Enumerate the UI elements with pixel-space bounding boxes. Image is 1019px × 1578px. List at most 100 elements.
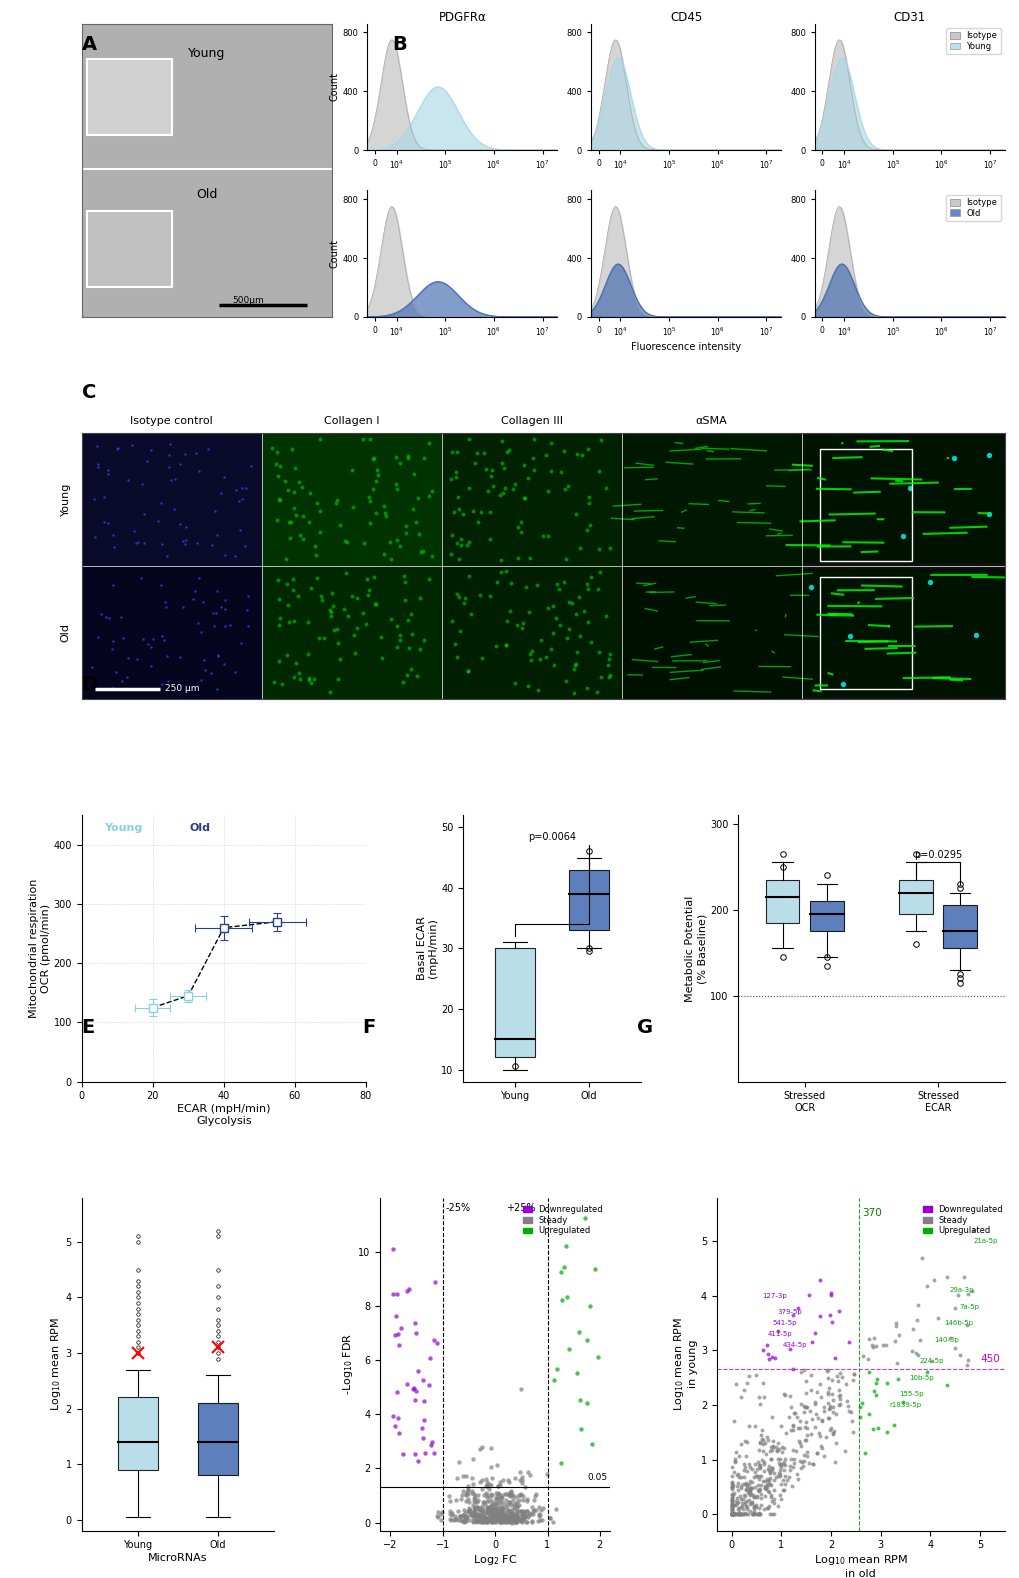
Point — [723, 1501, 740, 1526]
Point — [589, 1344, 605, 1370]
Point — [514, 1502, 530, 1528]
Point — [361, 578, 377, 603]
Point — [812, 1433, 828, 1458]
Point — [451, 1502, 468, 1528]
Point — [311, 426, 327, 451]
Point — [481, 1505, 497, 1531]
Point — [765, 1490, 782, 1515]
Point — [486, 1496, 502, 1521]
Point — [143, 634, 159, 660]
Point — [475, 1498, 491, 1523]
Point — [820, 1376, 837, 1401]
Point — [804, 1452, 820, 1477]
Point — [279, 571, 296, 596]
Point — [480, 1504, 496, 1529]
Point — [196, 647, 212, 672]
Point — [577, 1206, 593, 1231]
Point — [763, 1488, 780, 1513]
Point — [213, 595, 229, 620]
Point — [723, 1474, 740, 1499]
Point — [726, 1491, 742, 1516]
Point — [489, 1474, 505, 1499]
Point — [344, 495, 361, 521]
Point — [400, 634, 417, 660]
Point — [472, 1509, 488, 1534]
Point — [442, 1499, 459, 1524]
Point — [755, 1449, 771, 1474]
Text: 379-5p: 379-5p — [776, 1310, 801, 1314]
Point — [775, 1471, 792, 1496]
Point — [475, 1507, 491, 1532]
Point — [539, 595, 555, 620]
Point — [143, 437, 159, 462]
Point — [491, 1510, 507, 1535]
Point — [738, 1474, 754, 1499]
Point — [569, 1360, 585, 1385]
Point — [733, 1494, 749, 1520]
Point — [269, 507, 285, 532]
Bar — [82, 567, 261, 699]
Point — [566, 656, 582, 682]
Point — [723, 1471, 740, 1496]
Point — [500, 1504, 517, 1529]
Point — [741, 1491, 757, 1516]
Point — [558, 626, 575, 652]
Point — [483, 1488, 499, 1513]
Point — [158, 593, 174, 619]
Point — [867, 1382, 883, 1408]
Point — [505, 1507, 522, 1532]
Point — [512, 1468, 528, 1493]
Point — [740, 1363, 756, 1389]
Point — [723, 1482, 740, 1507]
Point — [486, 1490, 502, 1515]
Point — [506, 1509, 523, 1534]
Point — [373, 645, 389, 671]
Point — [811, 1423, 827, 1449]
Point — [100, 461, 116, 486]
Point — [498, 439, 515, 464]
Point — [323, 600, 339, 625]
Point — [281, 525, 298, 551]
Point — [467, 450, 483, 475]
Point — [471, 1496, 487, 1521]
Text: Old: Old — [190, 824, 211, 833]
Point — [290, 660, 307, 685]
Point — [414, 1415, 430, 1441]
Point — [909, 1341, 925, 1367]
Point — [479, 1488, 495, 1513]
Point — [158, 644, 174, 669]
Point — [568, 652, 584, 677]
Point — [271, 612, 287, 638]
Point — [289, 584, 306, 609]
Point — [500, 1491, 517, 1516]
Point — [823, 1395, 840, 1420]
Point — [723, 1469, 740, 1494]
Point — [580, 576, 596, 601]
Point — [407, 1311, 423, 1337]
Point — [775, 1434, 792, 1460]
Point — [494, 480, 511, 505]
Point — [792, 1449, 808, 1474]
Point — [826, 1430, 843, 1455]
Point — [465, 1482, 481, 1507]
Point — [489, 1504, 505, 1529]
Point — [738, 1370, 754, 1395]
Point — [780, 1464, 796, 1490]
Point — [205, 601, 221, 626]
Point — [466, 1488, 482, 1513]
Point — [425, 1327, 441, 1352]
Point — [763, 1501, 780, 1526]
Point — [738, 1430, 754, 1455]
Point — [734, 1472, 750, 1498]
Point — [483, 1494, 499, 1520]
Point — [728, 1463, 744, 1488]
Point — [345, 622, 362, 647]
Point — [106, 535, 122, 560]
Point — [733, 1491, 749, 1516]
Point — [797, 1414, 813, 1439]
Point — [496, 1491, 513, 1516]
Point — [420, 1373, 436, 1398]
Point — [947, 1335, 963, 1360]
Point — [323, 604, 339, 630]
Point — [442, 467, 459, 492]
